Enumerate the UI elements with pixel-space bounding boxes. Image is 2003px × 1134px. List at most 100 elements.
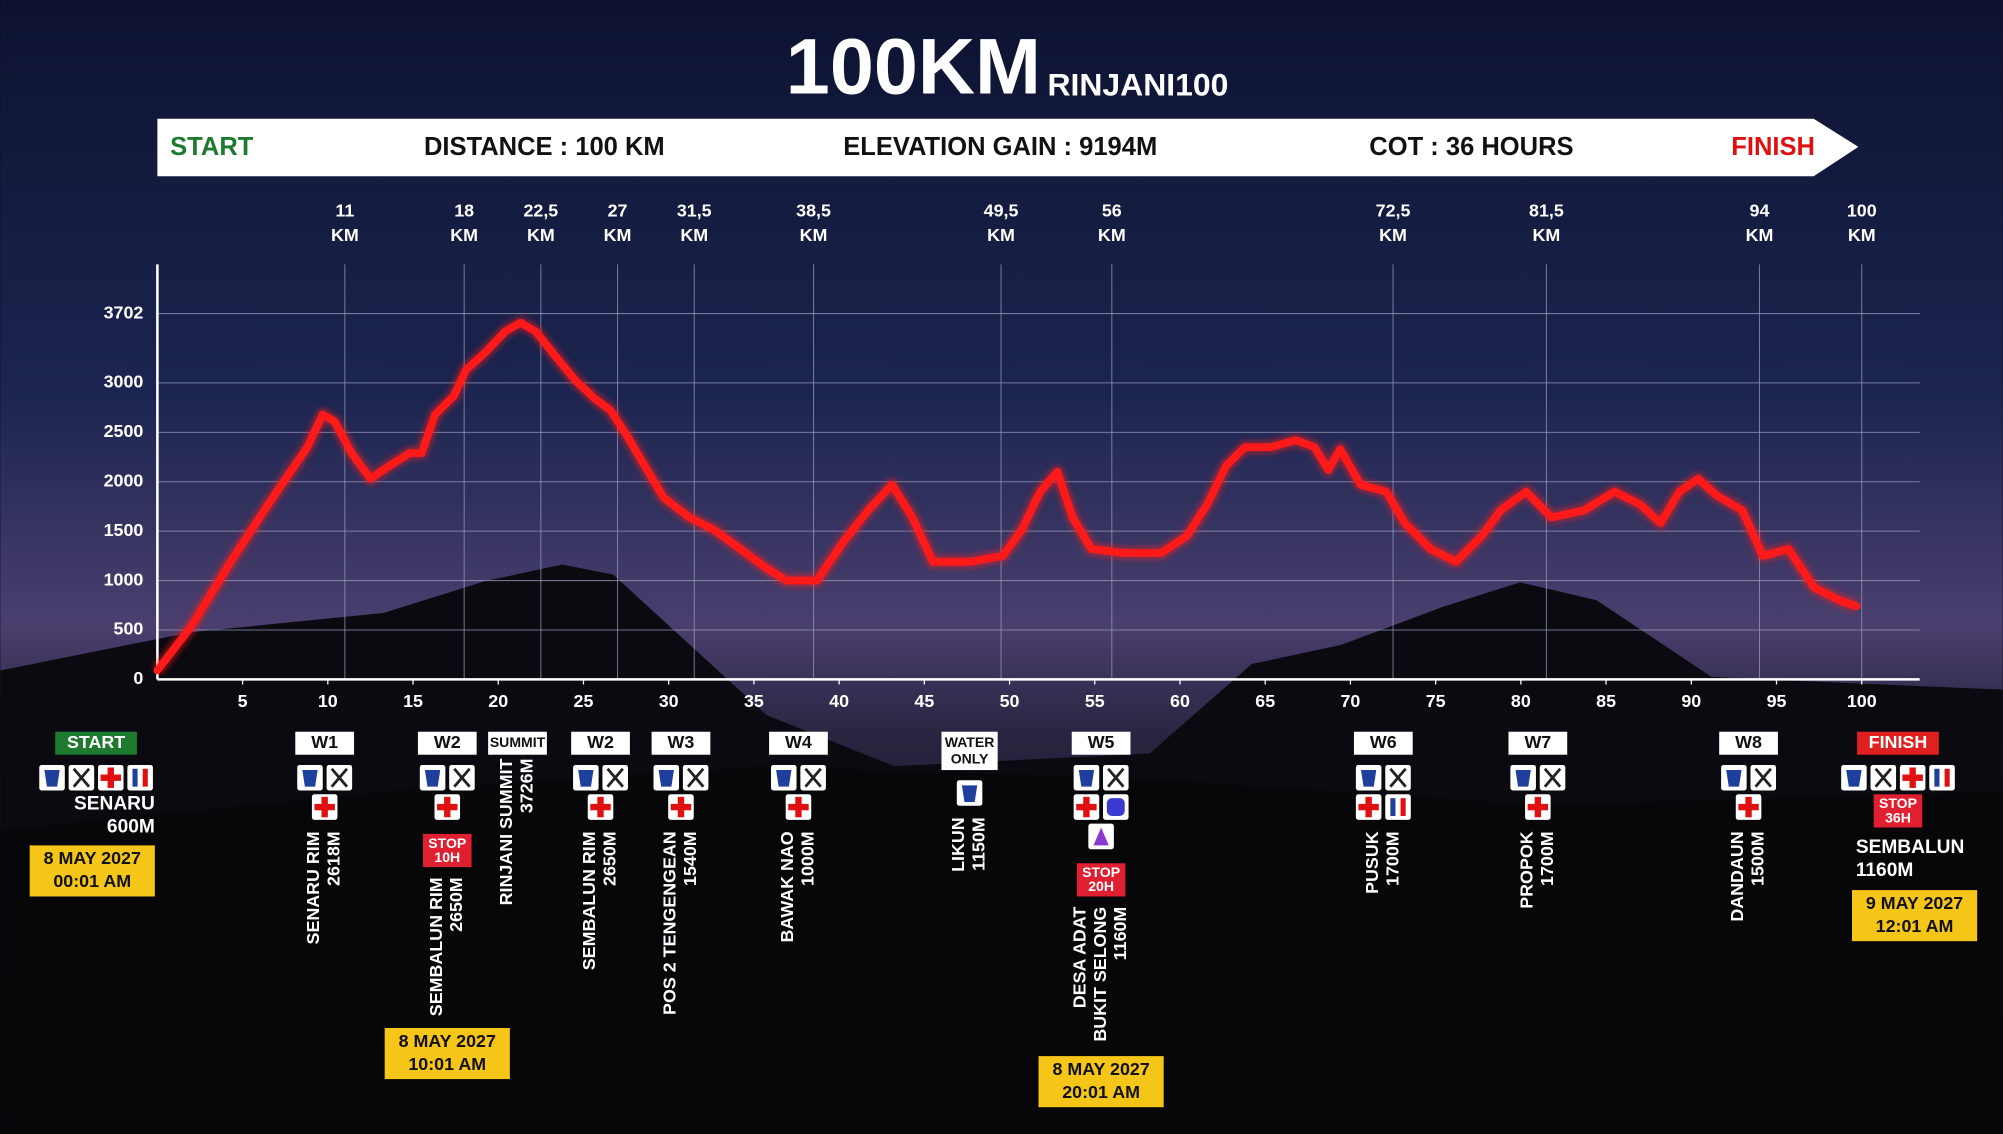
checkpoint: W3 POS 2 TENGENGEAN 1540M [651, 731, 711, 1015]
icon-water [776, 770, 792, 787]
checkpoint-badge [1353, 731, 1413, 755]
y-tick-label: 2500 [104, 421, 144, 441]
icon-water [961, 785, 978, 802]
stop-label: 20H [1088, 878, 1114, 894]
date-label: 10:01 AM [408, 1054, 486, 1074]
checkpoint-badge [941, 731, 998, 771]
stop-label: 36H [1885, 809, 1911, 825]
checkpoint-km-label: 11 [335, 201, 354, 221]
checkpoint-place: SENARU [74, 794, 155, 815]
x-tick-label: 45 [914, 691, 934, 711]
x-tick-label: 35 [744, 691, 764, 711]
checkpoint-badge-label: W2 [587, 732, 614, 752]
icon-medical [437, 803, 458, 811]
banner-elevation: ELEVATION GAIN : 9194M [843, 133, 1157, 161]
checkpoint-vertical-text: BAWAK NAO 1000M [777, 831, 817, 942]
y-tick-label: 3702 [104, 302, 144, 322]
icon-water [302, 770, 318, 787]
checkpoint-km-label: 56 [1102, 201, 1122, 221]
icon-medical [788, 803, 809, 811]
icon-toilet [132, 768, 138, 787]
y-tick-label: 1500 [104, 520, 144, 540]
checkpoint-badge [651, 731, 711, 755]
checkpoint-elevation: 2618M [324, 831, 344, 886]
checkpoint-place: PUSUK [1362, 831, 1382, 894]
y-tick-label: 1000 [104, 569, 144, 589]
checkpoint-vertical-text: POS 2 TENGENGEAN 1540M [659, 831, 699, 1015]
icon-toilet [142, 768, 148, 787]
checkpoint-badge-label: W5 [1088, 732, 1115, 752]
checkpoint-vertical-text: DESA ADAT BUKIT SELONG 1160M [1069, 907, 1130, 1042]
checkpoint-place: SEMBALUN [1856, 837, 1964, 858]
checkpoint-elevation: 1000M [797, 831, 817, 886]
icon-toilet [1400, 798, 1406, 817]
icon-water [1360, 770, 1377, 787]
checkpoint-km-label: 100 [1847, 201, 1877, 221]
checkpoint-badge-label: FINISH [1869, 732, 1928, 752]
checkpoint-place: SEMBALUN RIM [579, 831, 599, 970]
checkpoint-badge-label: W6 [1370, 732, 1397, 752]
icon-food [606, 767, 624, 788]
icon-water [578, 770, 594, 787]
x-tick-label: 75 [1426, 691, 1446, 711]
stop-box [1873, 794, 1923, 828]
checkpoint-elevation: 1700M [1382, 831, 1402, 886]
checkpoint-badge-label: WATER [945, 734, 995, 750]
checkpoint-badge [1071, 731, 1131, 755]
checkpoint-elevation: 1150M [969, 817, 989, 871]
checkpoint-vertical-text: PROPOK 1700M [1516, 831, 1556, 909]
checkpoint-km-unit: KM [680, 225, 708, 245]
checkpoint-vertical-text: DANDAUN 1500M [1727, 831, 1767, 921]
checkpoint-badge-label: W8 [1735, 732, 1762, 752]
checkpoint-elevation: 1160M [1110, 907, 1130, 961]
checkpoint: W2 SEMBALUN RIM 2650M [571, 731, 630, 970]
checkpoint-place: SENARU RIM [303, 831, 323, 944]
checkpoint-place: POS 2 TENGENGEAN [659, 831, 679, 1015]
icon-food [72, 767, 91, 788]
icon-medical [1527, 803, 1549, 811]
x-tick-label: 95 [1767, 691, 1787, 711]
icon-food [1107, 767, 1125, 788]
stop-box [423, 833, 472, 868]
checkpoint-badge [1719, 731, 1778, 755]
checkpoint: W1 SENARU RIM 2618M [295, 731, 355, 944]
x-tick-label: 5 [238, 691, 248, 711]
checkpoint-badge [417, 731, 477, 755]
checkpoint-place: SEMBALUN RIM [426, 877, 446, 1016]
icon-toilet [1934, 768, 1940, 787]
checkpoint-badge [55, 731, 137, 755]
x-tick-label: 90 [1681, 691, 1701, 711]
icon-toilet [1944, 768, 1950, 787]
x-tick-label: 30 [659, 691, 679, 711]
icon-dropbag [1093, 827, 1109, 846]
icon-water [658, 770, 674, 787]
y-tick-label: 3000 [104, 372, 144, 392]
checkpoint: W4 BAWAK NAO 1000M [769, 731, 828, 942]
x-tick-label: 55 [1085, 691, 1105, 711]
x-tick-label: 10 [318, 691, 338, 711]
checkpoint-km-unit: KM [1379, 225, 1407, 245]
checkpoint-km-unit: KM [1746, 225, 1774, 245]
x-tick-label: 40 [829, 691, 849, 711]
icon-medical [1358, 803, 1379, 811]
checkpoint-place: BUKIT SELONG [1090, 907, 1110, 1042]
checkpoint-km-unit: KM [450, 225, 478, 245]
banner-start: START [170, 133, 254, 161]
x-tick-label: 100 [1847, 691, 1877, 711]
y-tick-label: 2000 [104, 470, 144, 490]
checkpoint-place: PROPOK [1516, 831, 1536, 909]
checkpoint-km-unit: KM [1533, 225, 1561, 245]
date-box [29, 845, 155, 897]
date-box [1038, 1056, 1164, 1108]
icon-food [1389, 767, 1407, 788]
checkpoint-vertical-text: PUSUK 1700M [1362, 831, 1402, 894]
checkpoint-badge-label: SUMMIT [490, 734, 546, 750]
icon-water [1846, 770, 1862, 787]
facility-icon [1385, 794, 1411, 820]
x-tick-label: 80 [1511, 691, 1531, 711]
x-tick-label: 70 [1340, 691, 1360, 711]
